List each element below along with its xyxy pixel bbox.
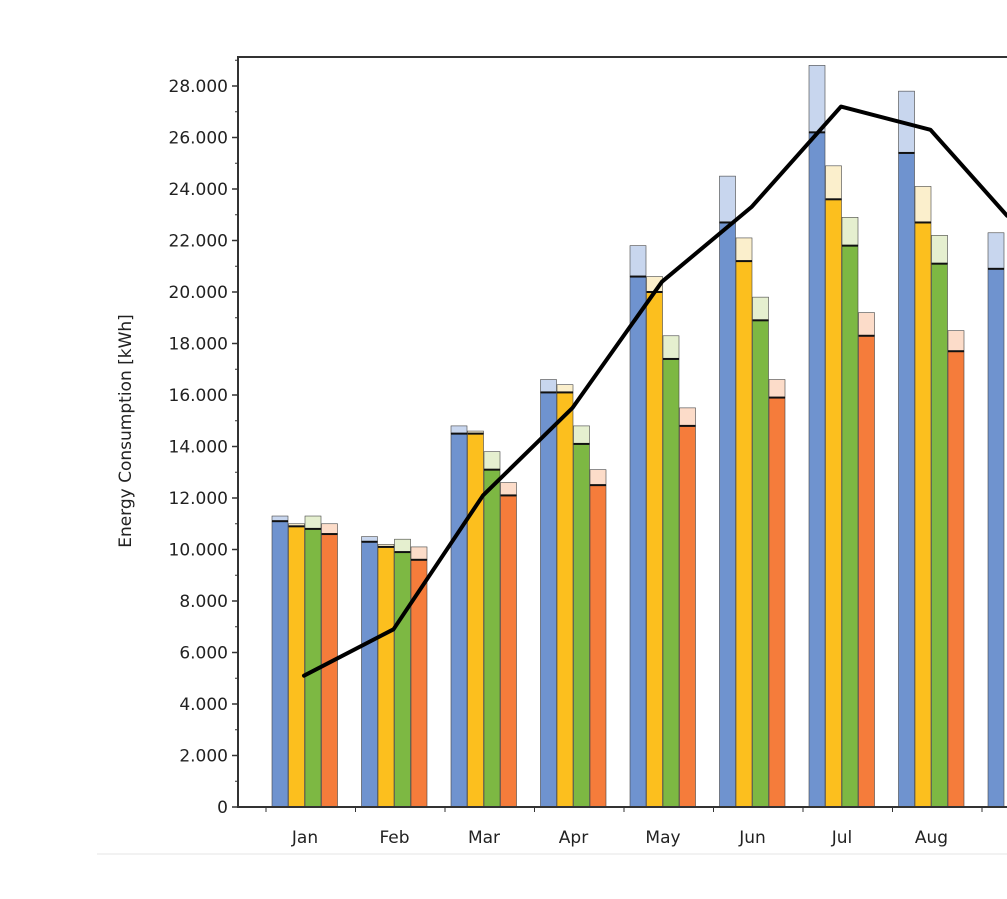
bar-apr-s3 <box>573 443 590 808</box>
bar-top-jan-s4 <box>321 523 338 535</box>
y-axis: 0 2.000 4.000 6.000 8.000 10.000 12.000 14.000 1… <box>169 57 239 818</box>
bar-top-may-s3 <box>662 335 680 360</box>
bar-jun-s4 <box>768 397 786 808</box>
bar-top-jun-s3 <box>752 296 769 321</box>
bar-may-s4 <box>679 425 696 808</box>
bar-top-aug-s2 <box>914 186 932 223</box>
bar-top-feb-s4 <box>410 546 428 561</box>
plot-area <box>237 56 1007 808</box>
bar-mar-s3 <box>483 469 501 808</box>
bar-top-jun-s4 <box>768 379 786 398</box>
x-tick-label: Jun <box>738 828 766 848</box>
y-tick-label: 16.000 <box>169 386 228 406</box>
bar-apr-s1 <box>540 392 557 808</box>
y-tick-label: 0 <box>217 798 228 818</box>
bar-top-jun-s2 <box>735 237 753 262</box>
y-tick-label: 22.000 <box>169 232 228 252</box>
bar-top-apr-s2 <box>556 384 574 393</box>
bars-group <box>271 65 1005 808</box>
x-tick-label: Jul <box>831 828 853 848</box>
bar-top-jan-s3 <box>304 515 322 530</box>
y-tick-label: 10.000 <box>169 541 228 561</box>
bar-jul-s2 <box>825 199 842 808</box>
bar-jan-s2 <box>288 526 305 808</box>
bar-mar-s2 <box>467 433 484 808</box>
bar-jul-s3 <box>841 245 859 808</box>
bar-jul-s1 <box>808 132 826 808</box>
line-group <box>302 104 1007 678</box>
x-tick-label: May <box>645 828 680 848</box>
bar-apr-s2 <box>556 392 574 808</box>
bar-may-s1 <box>629 276 647 808</box>
bar-jan-s1 <box>271 520 289 808</box>
bar-aug-s3 <box>931 263 948 808</box>
y-tick-label: 20.000 <box>169 283 228 303</box>
bar-jun-s3 <box>752 320 769 808</box>
bar-jun-s1 <box>719 222 736 808</box>
bar-feb-s1 <box>361 541 378 808</box>
y-tick-label: 18.000 <box>169 335 228 355</box>
y-axis-title: Energy Consumption [kWh] <box>116 314 136 548</box>
y-tick-label: 26.000 <box>169 129 228 149</box>
bar-aug-s2 <box>914 222 932 808</box>
bar-may-s3 <box>662 358 680 808</box>
bar-aug-s4 <box>947 350 965 808</box>
bar-top-s-s1 <box>987 232 1005 270</box>
bar-top-aug-s4 <box>947 330 965 352</box>
bar-top-may-s4 <box>679 407 696 427</box>
bar-mar-s4 <box>500 495 517 808</box>
bar-feb-s2 <box>377 546 395 808</box>
bar-top-apr-s1 <box>540 379 557 393</box>
y-tick-label: 28.000 <box>169 77 228 97</box>
bar-top-aug-s3 <box>931 235 948 264</box>
y-tick-label: 24.000 <box>169 180 228 200</box>
bar-jun-s2 <box>735 260 753 808</box>
bar-top-mar-s1 <box>450 425 468 434</box>
y-tick-label: 14.000 <box>169 438 228 458</box>
bar-mar-s1 <box>450 433 468 808</box>
x-tick-label: Jan <box>291 828 318 848</box>
bar-jul-s4 <box>858 335 875 808</box>
bar-jan-s4 <box>321 533 338 808</box>
bar-top-apr-s4 <box>589 469 607 486</box>
x-tick-label: Feb <box>379 828 409 848</box>
bar-top-jul-s4 <box>858 312 875 337</box>
x-tick-label: Apr <box>559 828 588 848</box>
bottom-shade <box>97 853 1007 855</box>
bar-feb-s3 <box>394 551 411 808</box>
y-tick-label: 2.000 <box>179 747 228 767</box>
y-tick-label: 12.000 <box>169 489 228 509</box>
bar-s-s1 <box>987 268 1005 808</box>
bar-top-apr-s3 <box>573 425 590 445</box>
x-tick-label: Mar <box>468 828 500 848</box>
x-axis: JanFebMarAprMayJunJulAugS <box>238 806 1007 848</box>
bar-apr-s4 <box>589 484 607 808</box>
y-tick-label: 4.000 <box>179 695 228 715</box>
y-tick-label: 6.000 <box>179 644 228 664</box>
bar-top-jul-s2 <box>825 165 842 200</box>
x-tick-label: Aug <box>915 828 948 848</box>
bar-top-jul-s3 <box>841 217 859 246</box>
bar-may-s2 <box>646 291 663 808</box>
bar-top-mar-s4 <box>500 482 517 496</box>
bar-top-jul-s1 <box>808 65 826 133</box>
bar-top-may-s1 <box>629 245 647 277</box>
bar-top-feb-s3 <box>394 538 411 553</box>
bar-aug-s1 <box>898 152 915 808</box>
bar-top-mar-s3 <box>483 451 501 470</box>
bar-top-jun-s1 <box>719 175 736 223</box>
y-tick-label: 8.000 <box>179 592 228 612</box>
